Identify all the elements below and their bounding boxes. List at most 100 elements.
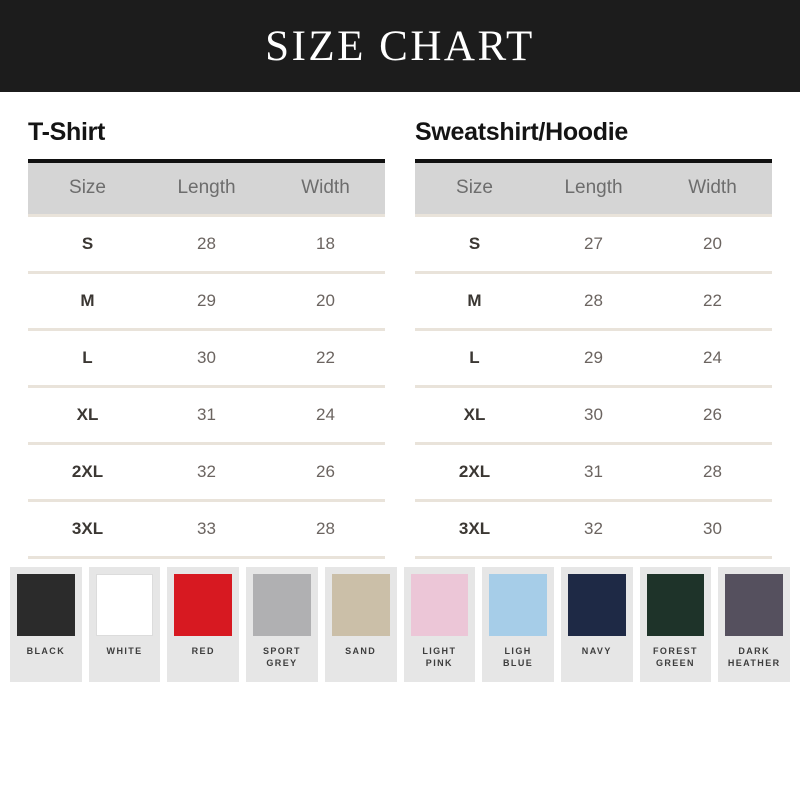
swatch-chip-forest-green [646, 574, 705, 636]
cell-width: 24 [266, 386, 385, 445]
cell-size: L [415, 329, 534, 388]
swatch-label-dark-heather: DARK HEATHER [727, 646, 781, 669]
sweatshirt-size-table: Size Length Width S 27 20 M 28 22 [415, 159, 772, 559]
swatch-chip-sport-grey [253, 574, 311, 636]
table-row: XL 31 24 [28, 386, 385, 445]
swatch-chip-light-pink [410, 574, 469, 636]
cell-size: 3XL [28, 500, 147, 559]
cell-width: 22 [266, 329, 385, 388]
column-header-size: Size [415, 159, 534, 216]
swatch-label-white: WHITE [106, 646, 143, 656]
swatch-card-light-pink[interactable]: LIGHT PINK [403, 567, 476, 682]
cell-length: 31 [147, 386, 266, 445]
cell-length: 29 [147, 272, 266, 331]
swatch-label-light-pink: LIGHT PINK [422, 646, 457, 669]
table-header-row: Size Length Width [415, 159, 772, 216]
page-header-banner: SIZE CHART [0, 0, 800, 92]
cell-width: 20 [653, 214, 772, 274]
cell-width: 26 [653, 386, 772, 445]
swatch-label-black: BLACK [26, 646, 66, 656]
swatch-card-sport-grey[interactable]: SPORT GREY [246, 567, 318, 682]
cell-width: 28 [653, 443, 772, 502]
cell-length: 29 [534, 329, 653, 388]
swatch-card-black[interactable]: BLACK [10, 567, 82, 682]
column-header-width: Width [653, 159, 772, 216]
tshirt-table-head: Size Length Width [28, 159, 385, 216]
swatch-chip-dark-heather [725, 574, 784, 636]
table-row: 2XL 31 28 [415, 443, 772, 502]
swatch-chip-sand [331, 574, 390, 636]
swatch-chip-red [174, 574, 233, 636]
swatch-card-forest-green[interactable]: FOREST GREEN [639, 567, 712, 682]
size-tables-container: T-Shirt Size Length Width S 28 18 [0, 92, 800, 559]
column-header-length: Length [534, 159, 653, 216]
cell-width: 24 [653, 329, 772, 388]
swatch-card-white[interactable]: WHITE [88, 567, 161, 682]
column-header-width: Width [266, 159, 385, 216]
cell-width: 26 [266, 443, 385, 502]
swatch-chip-navy [567, 574, 626, 636]
cell-size: 2XL [28, 443, 147, 502]
tshirt-size-table: Size Length Width S 28 18 M 29 20 [28, 159, 385, 559]
cell-width: 20 [266, 272, 385, 331]
table-header-row: Size Length Width [28, 159, 385, 216]
cell-length: 31 [534, 443, 653, 502]
cell-size: 3XL [415, 500, 534, 559]
cell-size: XL [28, 386, 147, 445]
table-row: 3XL 33 28 [28, 500, 385, 559]
swatch-card-red[interactable]: RED [167, 567, 240, 682]
cell-length: 32 [534, 500, 653, 559]
swatch-card-sand[interactable]: SAND [324, 567, 397, 682]
swatch-label-forest-green: FOREST GREEN [653, 646, 698, 669]
swatch-label-navy: NAVY [581, 646, 612, 656]
sweatshirt-table-head: Size Length Width [415, 159, 772, 216]
cell-width: 30 [653, 500, 772, 559]
table-row: M 29 20 [28, 272, 385, 331]
tshirt-table-block: T-Shirt Size Length Width S 28 18 [28, 118, 385, 559]
sweatshirt-table-title: Sweatshirt/Hoodie [415, 118, 628, 146]
cell-length: 28 [534, 272, 653, 331]
column-header-size: Size [28, 159, 147, 216]
cell-width: 28 [266, 500, 385, 559]
cell-length: 27 [534, 214, 653, 274]
swatch-chip-light-blue [489, 574, 547, 636]
table-row: M 28 22 [415, 272, 772, 331]
cell-size: S [28, 214, 147, 274]
sweatshirt-table-body: S 27 20 M 28 22 L 29 24 XL [415, 214, 772, 559]
swatch-chip-white [95, 574, 154, 636]
cell-length: 32 [147, 443, 266, 502]
sweatshirt-table-block: Sweatshirt/Hoodie Size Length Width S 27… [415, 118, 772, 559]
cell-size: L [28, 329, 147, 388]
cell-length: 28 [147, 214, 266, 274]
swatch-card-light-blue[interactable]: LIGH BLUE [482, 567, 554, 682]
table-row: L 29 24 [415, 329, 772, 388]
cell-length: 30 [534, 386, 653, 445]
cell-size: S [415, 214, 534, 274]
cell-width: 18 [266, 214, 385, 274]
swatch-label-light-blue: LIGH BLUE [503, 646, 534, 669]
table-row: 3XL 32 30 [415, 500, 772, 559]
swatch-card-dark-heather[interactable]: DARK HEATHER [718, 567, 791, 682]
table-row: S 27 20 [415, 214, 772, 274]
cell-length: 33 [147, 500, 266, 559]
page-title: SIZE CHART [265, 22, 535, 70]
tshirt-table-body: S 28 18 M 29 20 L 30 22 XL [28, 214, 385, 559]
column-header-length: Length [147, 159, 266, 216]
swatch-label-sand: SAND [345, 646, 377, 656]
cell-size: XL [415, 386, 534, 445]
swatch-card-navy[interactable]: NAVY [560, 567, 633, 682]
table-row: L 30 22 [28, 329, 385, 388]
cell-size: 2XL [415, 443, 534, 502]
swatch-label-red: RED [191, 646, 215, 656]
color-swatch-strip: BLACK WHITE RED SPORT GREY SAND LIGHT PI… [0, 559, 800, 800]
table-row: S 28 18 [28, 214, 385, 274]
cell-width: 22 [653, 272, 772, 331]
swatch-label-sport-grey: SPORT GREY [262, 646, 301, 669]
tshirt-table-title: T-Shirt [28, 118, 106, 146]
cell-size: M [415, 272, 534, 331]
table-row: 2XL 32 26 [28, 443, 385, 502]
swatch-chip-black [17, 574, 75, 636]
table-row: XL 30 26 [415, 386, 772, 445]
cell-length: 30 [147, 329, 266, 388]
